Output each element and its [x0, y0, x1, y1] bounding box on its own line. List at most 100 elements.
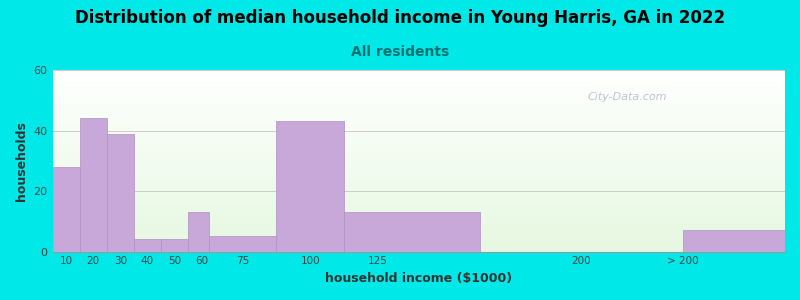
Bar — [53, 244, 785, 245]
Bar — [53, 222, 785, 223]
Bar — [53, 85, 785, 86]
Bar — [53, 164, 785, 165]
Bar — [53, 158, 785, 159]
Bar — [683, 230, 800, 252]
Bar — [53, 241, 785, 242]
Bar — [53, 74, 785, 75]
Bar — [53, 102, 785, 103]
Bar — [53, 171, 785, 172]
Bar — [188, 212, 209, 252]
Bar — [53, 180, 785, 181]
Bar — [53, 224, 785, 225]
Bar — [53, 218, 785, 219]
Bar — [53, 129, 785, 130]
Bar — [53, 186, 785, 187]
Bar — [53, 173, 785, 174]
Bar — [53, 96, 785, 97]
Bar — [53, 95, 785, 96]
Bar — [53, 83, 785, 84]
Bar — [53, 140, 785, 141]
Bar — [53, 73, 785, 74]
Bar — [53, 137, 785, 138]
Bar — [53, 239, 785, 240]
Bar — [53, 106, 785, 107]
Bar — [53, 231, 785, 232]
Bar — [53, 250, 785, 251]
Bar — [53, 111, 785, 112]
Text: City-Data.com: City-Data.com — [587, 92, 666, 102]
Bar — [53, 142, 785, 143]
Bar — [53, 174, 785, 175]
Bar — [53, 159, 785, 160]
X-axis label: household income ($1000): household income ($1000) — [326, 272, 512, 285]
Bar — [53, 245, 785, 246]
Bar — [53, 214, 785, 215]
Bar — [53, 128, 785, 129]
Bar — [53, 243, 785, 244]
Bar — [53, 81, 785, 82]
Bar — [53, 193, 785, 194]
Bar — [53, 121, 785, 122]
Bar — [53, 150, 785, 151]
Bar — [53, 175, 785, 176]
Bar — [53, 116, 785, 117]
Bar — [53, 203, 785, 204]
Bar — [53, 195, 785, 196]
Bar — [53, 207, 785, 208]
Bar — [53, 113, 785, 114]
Bar — [53, 92, 785, 93]
Bar — [53, 202, 785, 203]
Bar — [53, 143, 785, 144]
Bar — [53, 108, 785, 109]
Bar — [53, 78, 785, 79]
Bar — [53, 179, 785, 180]
Bar — [53, 169, 785, 170]
Bar — [53, 248, 785, 249]
Bar — [53, 235, 785, 236]
Bar — [53, 98, 785, 99]
Bar — [53, 217, 785, 218]
Bar — [53, 155, 785, 156]
Bar — [53, 144, 785, 145]
Text: All residents: All residents — [351, 45, 449, 59]
Bar — [53, 237, 785, 238]
Bar — [134, 239, 161, 252]
Bar — [53, 167, 80, 252]
Bar — [53, 236, 785, 237]
Bar — [53, 165, 785, 166]
Bar — [53, 115, 785, 116]
Bar — [53, 154, 785, 155]
Bar — [53, 211, 785, 212]
Bar — [53, 134, 785, 135]
Bar — [53, 220, 785, 221]
Bar — [53, 170, 785, 171]
Bar — [53, 85, 785, 86]
Bar — [53, 117, 785, 118]
Bar — [53, 80, 785, 81]
Bar — [53, 210, 785, 211]
Bar — [53, 190, 785, 191]
Bar — [53, 185, 785, 186]
Bar — [53, 183, 785, 184]
Bar — [53, 206, 785, 207]
Bar — [53, 105, 785, 106]
Bar — [53, 124, 785, 125]
Bar — [53, 197, 785, 198]
Bar — [53, 181, 785, 182]
Bar — [53, 107, 785, 108]
Bar — [53, 79, 785, 80]
Bar — [53, 177, 785, 178]
Bar — [53, 194, 785, 195]
Bar — [161, 239, 188, 252]
Bar — [53, 229, 785, 230]
Bar — [53, 162, 785, 163]
Bar — [53, 91, 785, 92]
Bar — [53, 208, 785, 209]
Bar — [53, 97, 785, 98]
Bar — [53, 161, 785, 162]
Bar — [53, 189, 785, 190]
Bar — [53, 247, 785, 248]
Bar — [53, 146, 785, 147]
Bar — [53, 93, 785, 94]
Bar — [53, 202, 785, 203]
